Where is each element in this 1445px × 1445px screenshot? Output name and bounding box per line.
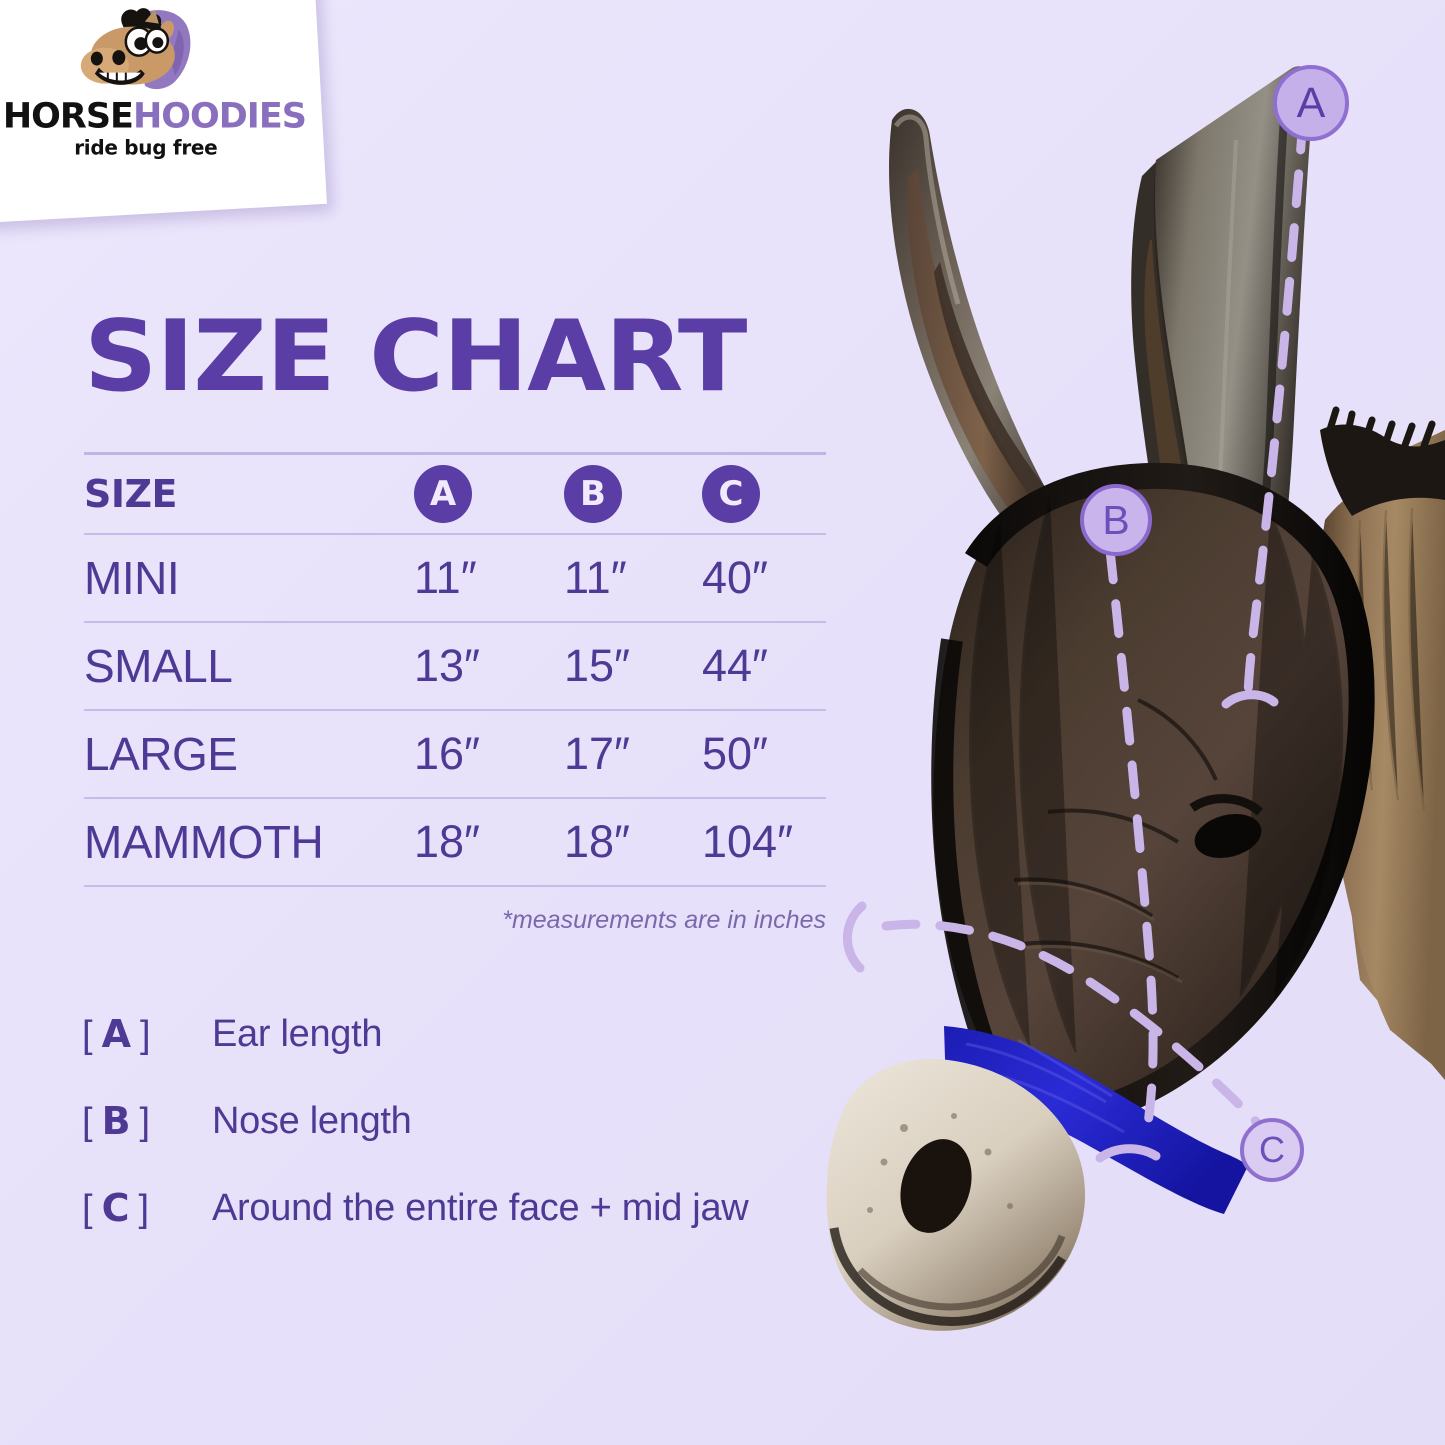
brand-logo-panel: HORSEHOODIES ride bug free (0, 0, 327, 224)
cell-a: 16″ (414, 728, 480, 779)
bracket-close: ] (138, 1188, 150, 1230)
cell-c: 40″ (702, 552, 768, 603)
bracket-open: [ (82, 1101, 93, 1143)
legend-text-a: Ear length (212, 1013, 383, 1055)
cell-size: MAMMOTH (84, 816, 324, 868)
column-header-size: SIZE (84, 472, 178, 516)
table-row: MINI 11″ 11″ 40″ (84, 535, 826, 621)
column-header-c: C (702, 465, 826, 523)
donkey-fly-mask-photo: A B C (800, 0, 1445, 1445)
donkey-eye (1194, 814, 1262, 858)
table-rule-top (84, 452, 826, 455)
legend-item-b: [B] Nose length (82, 1099, 802, 1144)
cell-b: 11″ (564, 552, 627, 603)
table-header-row: SIZE A B C (84, 455, 826, 533)
cell-b: 18″ (564, 816, 630, 867)
table-row: LARGE 16″ 17″ 50″ (84, 711, 826, 797)
legend-text-c: Around the entire face + mid jaw (212, 1187, 749, 1229)
marker-a: A (1273, 65, 1349, 141)
brand-word-horse: HORSE (2, 96, 133, 137)
cell-size: SMALL (84, 640, 233, 692)
cell-a: 18″ (414, 816, 480, 867)
dash-line-b (1105, 545, 1158, 1141)
legend-key-b: [B] (82, 1099, 212, 1144)
bracket-open: [ (82, 1014, 93, 1056)
badge-a: A (414, 465, 472, 523)
measurement-dash-lines (843, 115, 1308, 1163)
cell-a: 13″ (414, 640, 480, 691)
bracket-close: ] (139, 1014, 151, 1056)
cell-c: 50″ (702, 728, 768, 779)
cell-size: MINI (84, 552, 180, 604)
table-row: MAMMOTH 18″ 18″ 104″ (84, 799, 826, 885)
donkey-ear-left (889, 108, 1068, 560)
bracket-close: ] (139, 1101, 151, 1143)
table-rule-bottom (84, 885, 826, 887)
cell-size: LARGE (84, 728, 238, 780)
page-title: SIZE CHART (84, 300, 747, 414)
horse-head-hoodie-icon (75, 4, 205, 102)
brand-tagline: ride bug free (74, 135, 218, 160)
legend-list: [A] Ear length [B] Nose length [C] Aroun… (82, 1012, 802, 1273)
marker-b: B (1080, 484, 1152, 556)
legend-letter-a: A (101, 1012, 131, 1056)
fly-mask-blue-trim (944, 1026, 1248, 1214)
table-rule (84, 797, 826, 799)
legend-key-c: [C] (82, 1186, 212, 1231)
column-header-b: B (564, 465, 702, 523)
legend-letter-c: C (101, 1186, 130, 1230)
dash-line-a (1243, 115, 1308, 705)
table-row: SMALL 13″ 15″ 44″ (84, 623, 826, 709)
cell-b: 15″ (564, 640, 630, 691)
legend-key-a: [A] (82, 1012, 212, 1057)
donkey-mane (1320, 424, 1445, 516)
cell-a: 11″ (414, 552, 477, 603)
size-table: SIZE A B C MINI 11″ 11″ 40″ SMALL 13″ 15… (84, 452, 826, 887)
fly-mask-mesh-rim (965, 462, 1375, 1132)
bracket-open: [ (82, 1188, 93, 1230)
cell-c: 104″ (702, 816, 794, 867)
cell-b: 17″ (564, 728, 630, 779)
brand-word-hoodies: HOODIES (132, 96, 306, 137)
table-rule (84, 621, 826, 623)
badge-c: C (702, 465, 760, 523)
donkey-nostril (900, 1139, 972, 1233)
legend-item-c: [C] Around the entire face + mid jaw (82, 1186, 802, 1231)
cell-c: 44″ (702, 640, 768, 691)
dash-line-c (881, 919, 1273, 1139)
table-rule (84, 533, 826, 535)
badge-b: B (564, 465, 622, 523)
legend-text-b: Nose length (212, 1100, 412, 1142)
marker-c: C (1240, 1118, 1304, 1182)
table-rule (84, 709, 826, 711)
column-header-a: A (414, 465, 564, 523)
dash-line-c-hook (843, 901, 867, 973)
legend-item-a: [A] Ear length (82, 1012, 802, 1057)
legend-letter-b: B (101, 1099, 131, 1143)
measurement-footnote: *measurements are in inches (502, 906, 826, 934)
